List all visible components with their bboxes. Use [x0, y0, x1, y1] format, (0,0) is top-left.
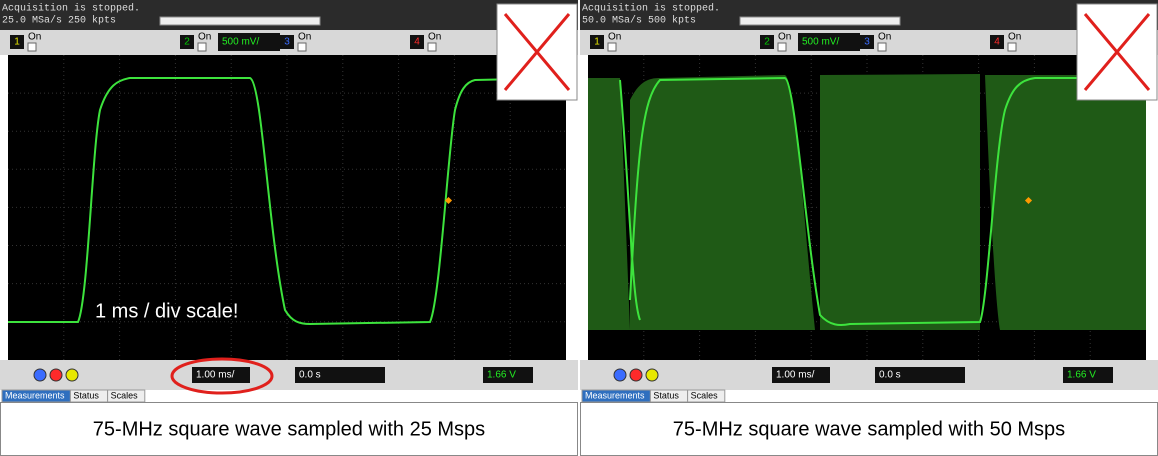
- control-button[interactable]: [614, 369, 626, 381]
- channel-number: 3: [864, 37, 870, 48]
- channel-checkbox[interactable]: [608, 43, 616, 51]
- channel-checkbox[interactable]: [878, 43, 886, 51]
- channel-state: On: [608, 32, 621, 43]
- tab-label[interactable]: Status: [73, 390, 99, 400]
- channel-checkbox[interactable]: [298, 43, 306, 51]
- channel-state: On: [298, 32, 311, 43]
- channel-state: On: [1008, 32, 1021, 43]
- timebase: 1.00 ms/: [776, 370, 815, 381]
- control-button[interactable]: [50, 369, 62, 381]
- trigger-level: 1.66 V: [487, 370, 516, 381]
- control-button[interactable]: [34, 369, 46, 381]
- status: Acquisition is stopped.: [582, 3, 720, 15]
- channel-checkbox[interactable]: [778, 43, 786, 51]
- tab-label[interactable]: Status: [653, 390, 679, 400]
- channel-state: On: [28, 32, 41, 43]
- scope-panel: Acquisition is stopped.50.0 MSa/s 500 kp…: [580, 0, 1158, 456]
- timebase: 1.00 ms/: [196, 370, 235, 381]
- tab-label[interactable]: Measurements: [585, 390, 645, 400]
- control-button[interactable]: [66, 369, 78, 381]
- tab-label[interactable]: Measurements: [5, 390, 65, 400]
- delay: 0.0 s: [879, 370, 901, 381]
- channel-checkbox[interactable]: [1008, 43, 1016, 51]
- channel-number: 1: [14, 37, 20, 48]
- channel-state: On: [428, 32, 441, 43]
- scope-panel: Acquisition is stopped.25.0 MSa/s 250 kp…: [0, 0, 578, 456]
- channel-scale: 500 mV/: [222, 37, 259, 48]
- tab-label[interactable]: Scales: [111, 390, 139, 400]
- delay: 0.0 s: [299, 370, 321, 381]
- tab-label[interactable]: Scales: [691, 390, 719, 400]
- channel-checkbox[interactable]: [428, 43, 436, 51]
- sample-rate: 25.0 MSa/s 250 kpts: [2, 15, 116, 27]
- channel-state: On: [878, 32, 891, 43]
- channel-number: 2: [764, 37, 770, 48]
- sample-rate: 50.0 MSa/s 500 kpts: [582, 15, 696, 27]
- channel-number: 3: [284, 37, 290, 48]
- page: Acquisition is stopped.25.0 MSa/s 250 kp…: [0, 0, 1158, 456]
- memory-bar: [740, 17, 900, 25]
- control-button[interactable]: [630, 369, 642, 381]
- control-button[interactable]: [646, 369, 658, 381]
- status: Acquisition is stopped.: [2, 3, 140, 15]
- channel-scale: 500 mV/: [802, 37, 839, 48]
- aliased-envelope: [588, 74, 1146, 330]
- channel-number: 4: [414, 37, 420, 48]
- channel-state: On: [778, 32, 791, 43]
- channel-number: 2: [184, 37, 190, 48]
- channel-number: 4: [994, 37, 1000, 48]
- channel-state: On: [198, 32, 211, 43]
- channel-checkbox[interactable]: [28, 43, 36, 51]
- channel-number: 1: [594, 37, 600, 48]
- caption: 75-MHz square wave sampled with 25 Msps: [93, 418, 485, 440]
- memory-bar: [160, 17, 320, 25]
- trigger-level: 1.66 V: [1067, 370, 1096, 381]
- caption: 75-MHz square wave sampled with 50 Msps: [673, 418, 1065, 440]
- annotation: 1 ms / div scale!: [95, 300, 238, 322]
- channel-checkbox[interactable]: [198, 43, 206, 51]
